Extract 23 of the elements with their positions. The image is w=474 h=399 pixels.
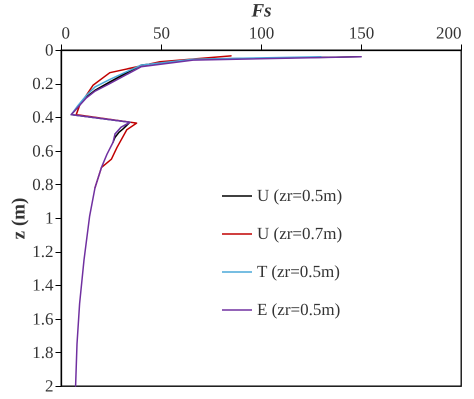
y-axis-title: z (m) [8, 198, 30, 240]
y-tick-label: 0.6 [32, 141, 54, 160]
y-tick-label: 1.6 [32, 309, 54, 328]
y-tick-label: 1 [45, 208, 54, 228]
y-tick-label: 2 [45, 376, 54, 396]
legend-label: E (zr=0.5m) [257, 300, 340, 319]
x-tick-label: 0 [62, 24, 70, 42]
y-tick-label: 1.8 [32, 342, 54, 362]
x-tick-label: 100 [248, 24, 274, 42]
x-tick-label: 150 [348, 24, 374, 42]
y-tick-label: 0.8 [32, 174, 54, 194]
y-tick-label: 1.4 [32, 276, 54, 295]
y-tick-label: 0.4 [32, 108, 54, 127]
x-tick-label: 200 [436, 24, 462, 42]
legend-label: T (zr=0.5m) [257, 262, 340, 281]
x-axis-title: Fs [250, 0, 272, 22]
y-tick-label: 1.2 [32, 242, 54, 262]
legend-label: U (zr=0.5m) [257, 186, 342, 205]
x-tick-label: 50 [153, 24, 170, 42]
line-series [70, 56, 362, 387]
y-tick-label: 0 [45, 40, 54, 60]
y-tick-label: 0.2 [32, 74, 54, 94]
legend-label: U (zr=0.7m) [257, 224, 342, 243]
